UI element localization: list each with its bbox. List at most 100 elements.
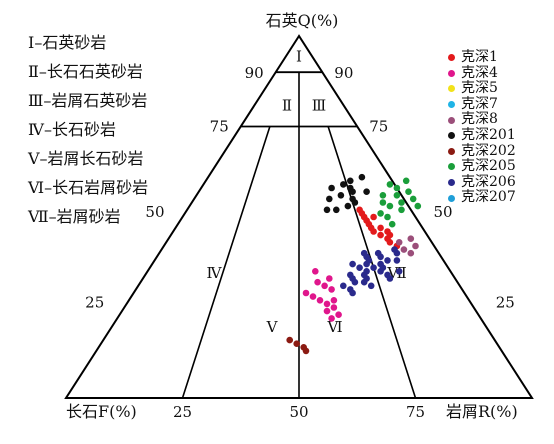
data-point (316, 297, 324, 304)
data-point (388, 220, 396, 228)
data-point (414, 202, 422, 210)
legend-marker (448, 85, 455, 93)
data-point (384, 257, 391, 264)
classification-legend: Ⅰ–石英砂岩 Ⅱ–长石石英砂岩 Ⅲ–岩屑石英砂岩 Ⅳ–长石砂岩 Ⅴ–岩屑长石砂岩… (28, 28, 148, 231)
data-point (360, 249, 368, 257)
field-label-5: Ⅴ (266, 318, 279, 336)
data-point (309, 293, 317, 300)
tick-right-50: 50 (434, 203, 453, 221)
data-point (330, 297, 338, 304)
data-point (379, 192, 387, 199)
data-point (363, 260, 370, 268)
data-point (391, 246, 398, 253)
data-point (323, 206, 331, 214)
legend-item: 克深1 (448, 49, 516, 66)
data-point (400, 246, 408, 253)
series-legend: 克深1 克深4 克深5 克深7 克深8 克深201 克深202 克深205 克深… (448, 49, 516, 206)
data-points (286, 173, 422, 355)
data-point (349, 289, 356, 297)
data-point (347, 184, 354, 192)
legend-marker (448, 69, 455, 77)
data-point (386, 231, 394, 239)
data-point (395, 268, 403, 275)
tick-bottom-25: 25 (173, 403, 192, 421)
data-point (323, 307, 331, 315)
data-point (377, 268, 384, 275)
classification-item-3: Ⅲ–岩屑石英砂岩 (28, 91, 148, 110)
data-point (386, 181, 394, 188)
tick-right-25: 25 (496, 294, 515, 312)
data-point (374, 249, 382, 257)
data-point (347, 177, 354, 185)
data-point (358, 210, 366, 217)
data-point (349, 260, 356, 268)
data-point (370, 264, 377, 272)
tick-bottom-50: 50 (289, 403, 308, 421)
data-point (393, 257, 401, 264)
data-point (312, 268, 319, 275)
data-point (402, 177, 410, 185)
tick-left-90: 90 (245, 64, 264, 82)
triangle-frame (64, 34, 534, 399)
data-point (344, 202, 352, 210)
tick-bottom-75: 75 (406, 403, 425, 421)
tick-right-75: 75 (369, 118, 388, 136)
data-point (326, 275, 333, 282)
legend-item: 克深8 (448, 112, 516, 128)
legend-item: 克深206 (448, 174, 516, 191)
legend-marker (448, 132, 455, 140)
data-point (370, 213, 377, 221)
legend-label: 克深4 (461, 64, 498, 81)
classification-item-6: Ⅵ–长石岩屑砂岩 (28, 178, 149, 197)
data-point (407, 249, 415, 257)
legend-label: 克深207 (461, 189, 516, 206)
field-label-6: Ⅵ (326, 318, 342, 336)
legend-marker (448, 54, 455, 62)
legend-marker (448, 163, 455, 171)
field-label-4: Ⅳ (207, 264, 223, 282)
legend-label: 克深7 (461, 95, 498, 112)
data-point (377, 231, 384, 239)
data-point (302, 289, 310, 297)
tick-left-75: 75 (210, 118, 229, 136)
data-point (323, 300, 331, 308)
legend-item: 克深207 (448, 190, 516, 206)
data-point (349, 275, 356, 282)
data-point (384, 213, 391, 221)
data-point (377, 260, 384, 268)
legend-label: 克深5 (461, 80, 498, 97)
data-point (360, 271, 368, 279)
tick-right-90: 90 (334, 64, 353, 82)
legend-label: 克深201 (461, 126, 516, 143)
data-point (328, 315, 335, 322)
classification-item-5: Ⅴ–岩屑长石砂岩 (28, 149, 144, 168)
data-point (333, 206, 340, 214)
data-point (386, 202, 394, 210)
legend-label: 克深1 (461, 49, 498, 65)
legend-item: 克深205 (448, 159, 516, 175)
data-point (398, 206, 405, 214)
data-point (363, 217, 370, 224)
data-point (405, 188, 412, 195)
field-label-2: Ⅱ (282, 96, 292, 114)
legend-marker (448, 116, 455, 124)
classification-item-4: Ⅳ–长石砂岩 (28, 120, 116, 139)
data-point (386, 275, 394, 282)
data-point (377, 210, 384, 217)
line-feldspar-lithic-1-3 (327, 126, 417, 399)
data-point (337, 192, 345, 199)
classification-item-7: Ⅶ–岩屑砂岩 (28, 207, 121, 226)
data-point (358, 173, 366, 181)
legend-label: 克深205 (461, 158, 516, 175)
field-label-1: Ⅰ (296, 48, 302, 66)
data-point (321, 282, 328, 290)
legend-item: 克深202 (448, 142, 516, 160)
data-point (328, 286, 335, 293)
legend-item: 克深201 (448, 126, 516, 144)
data-point (351, 199, 359, 206)
legend-item: 克深5 (448, 81, 516, 97)
data-point (367, 282, 375, 290)
data-point (340, 181, 347, 188)
legend-label: 克深202 (461, 142, 516, 159)
